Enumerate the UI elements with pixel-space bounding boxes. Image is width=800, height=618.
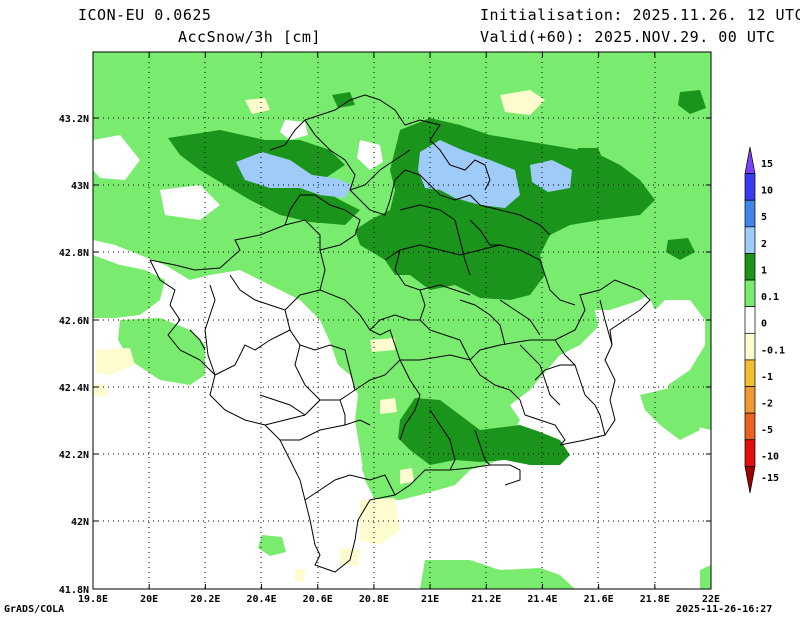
legend-swatch [744, 226, 756, 254]
lat-tick-label: 42.4N [59, 383, 89, 394]
color-legend: 15 10 5 2 1 0.1 0 -0.1 -1 -2 -5 -10 -15 [744, 146, 785, 494]
field-title: AccSnow/3h [cm] [178, 28, 321, 46]
lat-tick-label: 41.8N [59, 585, 89, 596]
lat-tick-label: 43.2N [59, 114, 89, 125]
latitude-axis: 43.2N 43N 42.8N 42.6N 42.4N 42.2N 42N 41.8N [59, 114, 711, 596]
legend-swatch [744, 412, 756, 441]
lon-tick-label: 21.4E [527, 594, 557, 605]
lat-tick-label: 42N [71, 517, 89, 528]
admin-boundaries [149, 94, 651, 573]
legend-swatch [744, 332, 756, 361]
legend-label: -15 [761, 473, 779, 484]
legend-label: 15 [761, 159, 773, 170]
legend-swatch [744, 439, 756, 467]
lat-tick-label: 42.2N [59, 450, 89, 461]
lon-tick-label: 21E [421, 594, 439, 605]
lon-tick-label: 21.2E [471, 594, 501, 605]
lon-tick-label: 21.8E [640, 594, 670, 605]
initialisation-time: Initialisation: 2025.11.26. 12 UTC [480, 6, 800, 24]
snow-loss-region [93, 90, 545, 582]
legend-label: -10 [761, 452, 779, 463]
legend-label: 0.1 [761, 292, 779, 303]
lon-tick-label: 21.6E [584, 594, 614, 605]
legend-swatch [744, 306, 756, 334]
legend-label: 5 [761, 212, 767, 223]
credit-label: GrADS/COLA [4, 604, 65, 615]
lon-tick-label: 20.8E [359, 594, 389, 605]
render-timestamp: 2025-11-26-16:27 [676, 604, 773, 615]
lon-tick-label: 20.4E [246, 594, 276, 605]
legend-swatch [744, 253, 756, 281]
legend-label: -1 [761, 372, 773, 383]
legend-swatch [744, 279, 756, 308]
legend-label: 0 [761, 319, 767, 330]
valid-time: Valid(+60): 2025.NOV.29. 00 UTC [480, 28, 776, 46]
legend-label: 2 [761, 239, 767, 250]
legend-swatch [744, 386, 756, 414]
snow-2-5cm-region [236, 140, 572, 208]
lon-tick-label: 20.6E [303, 594, 333, 605]
lon-tick-label: 20.2E [190, 594, 220, 605]
legend-label: 1 [761, 265, 767, 276]
legend-swatch [744, 173, 756, 201]
legend-swatch [744, 466, 756, 494]
longitude-axis: 19.8E 20E 20.2E 20.4E 20.6E 20.8E 21E 21.2E 21.4… [78, 52, 720, 605]
lat-tick-label: 43N [71, 181, 89, 192]
legend-label: -0.1 [761, 345, 785, 356]
precip-field [93, 52, 711, 589]
lon-tick-label: 19.8E [78, 594, 108, 605]
lat-tick-label: 42.6N [59, 316, 89, 327]
legend-label: -5 [761, 425, 773, 436]
lon-tick-label: 22E [702, 594, 720, 605]
model-title: ICON-EU 0.0625 [78, 6, 212, 24]
lat-lon-grid [93, 52, 711, 589]
lat-tick-label: 42.8N [59, 248, 89, 259]
legend-swatch [744, 359, 756, 387]
legend-label: -2 [761, 399, 773, 410]
legend-swatch [744, 199, 756, 228]
legend-swatch [744, 146, 756, 174]
lon-tick-label: 20E [140, 594, 158, 605]
legend-label: 10 [761, 186, 773, 197]
no-snow-region [93, 120, 640, 345]
